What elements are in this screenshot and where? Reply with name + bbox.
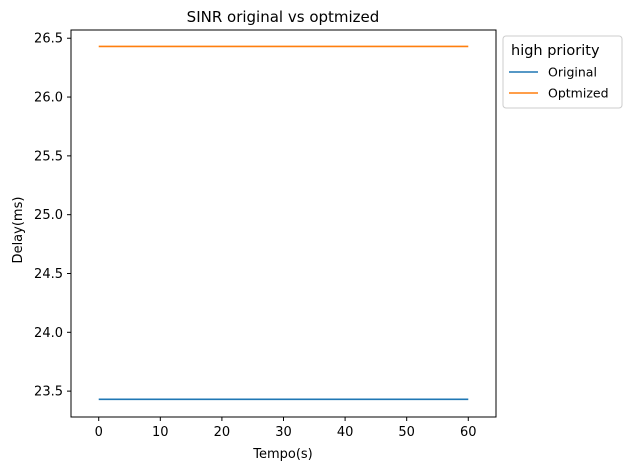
axes-frame [70,29,497,418]
y-axis: 23.5 24.0 24.5 25.0 25.5 26.0 26.5 [34,32,71,400]
chart-title: SINR original vs optmized [187,8,380,26]
legend-items: Original Optmized [509,65,609,101]
y-tick-label: 23.5 [34,385,63,400]
y-tick-label: 24.5 [34,267,63,282]
y-tick-label: 25.0 [34,208,63,223]
plot-area [70,29,497,418]
y-tick-label: 24.0 [34,326,63,341]
legend-label-optmized: Optmized [548,86,609,101]
x-tick-label: 60 [460,425,477,440]
x-tick-label: 0 [95,425,103,440]
legend-title: high priority [511,43,600,59]
x-tick-label: 10 [152,425,169,440]
x-tick-label: 20 [214,425,231,440]
x-tick-label: 50 [398,425,415,440]
legend: high priority Original Optmized [502,35,623,109]
legend-label-original: Original [548,65,597,80]
y-tick-label: 26.5 [34,32,63,47]
y-tick-label: 25.5 [34,149,63,164]
y-axis-label: Delay(ms) [11,197,26,264]
x-axis: 0 10 20 30 40 50 60 [95,417,477,440]
x-tick-label: 30 [275,425,292,440]
series-layer [98,45,469,401]
x-tick-label: 40 [337,425,354,440]
legend-frame [502,35,623,109]
x-axis-label: Tempo(s) [252,447,313,462]
y-tick-label: 26.0 [34,91,63,106]
